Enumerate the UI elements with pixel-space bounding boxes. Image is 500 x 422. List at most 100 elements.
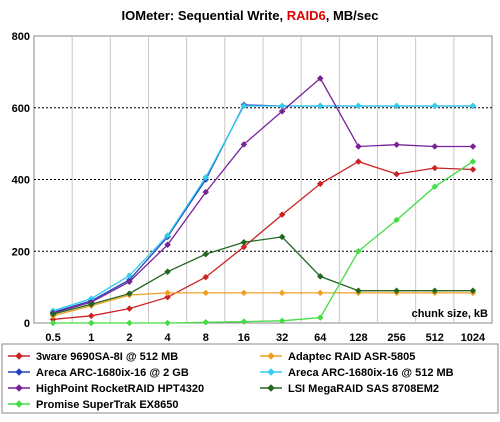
data-point: [164, 289, 171, 297]
series-line: [53, 161, 474, 324]
legend-box: [1, 343, 499, 414]
legend-label: Areca ARC-1680ix-16 @ 2 GB: [36, 367, 189, 379]
data-point: [49, 310, 57, 318]
data-point: [393, 216, 400, 224]
series-line: [52, 77, 473, 314]
data-point: [278, 233, 286, 241]
data-point: [126, 305, 133, 313]
legend-swatch-marker: [15, 400, 23, 408]
x-tick-label: 32: [276, 332, 288, 344]
legend-swatch-marker: [267, 384, 275, 392]
data-point: [278, 317, 286, 325]
data-point: [355, 158, 362, 165]
legend-swatch-marker: [15, 368, 23, 376]
data-point: [393, 141, 400, 149]
data-point: [240, 102, 248, 110]
data-point: [87, 300, 95, 308]
x-tick-label: 0.5: [45, 332, 60, 344]
data-point: [316, 289, 324, 297]
legend-swatch-marker: [15, 384, 23, 392]
chart-title-part: RAID6: [287, 8, 326, 23]
x-tick-label: 4: [165, 332, 172, 344]
data-point: [355, 143, 362, 150]
x-tick-label: 1024: [461, 332, 486, 344]
data-point: [316, 273, 324, 280]
x-tick-label: 64: [314, 332, 327, 344]
legend-swatch-marker: [267, 368, 275, 376]
data-point: [393, 102, 400, 110]
data-point: [431, 183, 439, 191]
series-line: [53, 160, 473, 321]
x-tick-label: 8: [203, 332, 209, 344]
data-point: [87, 312, 95, 320]
legend-swatch-marker: [15, 352, 23, 360]
data-point: [87, 319, 95, 327]
data-point: [126, 319, 133, 327]
data-point: [202, 250, 210, 258]
data-point: [316, 314, 324, 321]
data-point: [164, 293, 171, 301]
legend-label: Adaptec RAID ASR-5805: [288, 351, 415, 363]
data-point: [240, 318, 248, 325]
y-tick-label: 200: [12, 246, 30, 258]
x-tick-label: 128: [349, 332, 367, 344]
x-tick-label: 2: [126, 332, 132, 344]
data-point: [469, 287, 477, 295]
legend-label: HighPoint RocketRAID HPT4320: [36, 383, 204, 395]
data-point: [431, 143, 439, 150]
data-point: [431, 164, 439, 172]
legend-label: LSI MegaRAID SAS 8708EM2: [288, 383, 439, 395]
legend-swatch-marker: [267, 352, 275, 360]
data-point: [164, 268, 171, 276]
data-point: [164, 319, 171, 327]
x-axis-label: chunk size, kB: [412, 308, 488, 320]
data-point: [202, 289, 210, 297]
data-point: [431, 287, 439, 295]
data-point: [431, 102, 439, 110]
x-tick-label: 1: [88, 332, 94, 344]
chart-title-part: IOMeter: Sequential Write,: [122, 8, 287, 23]
legend-label: Areca ARC-1680ix-16 @ 512 MB: [288, 367, 454, 379]
data-point: [316, 102, 324, 110]
data-point: [355, 287, 362, 295]
data-point: [202, 273, 210, 281]
data-point: [278, 107, 286, 115]
data-point: [278, 211, 286, 219]
data-point: [393, 287, 400, 295]
data-point: [355, 247, 362, 255]
series-line: [52, 236, 473, 315]
data-point: [202, 173, 210, 181]
data-point: [469, 143, 477, 150]
data-point: [240, 243, 248, 251]
data-point: [469, 158, 477, 165]
y-tick-label: 400: [12, 175, 30, 187]
data-point: [202, 318, 210, 326]
data-point: [240, 140, 248, 148]
series-line: [52, 105, 473, 312]
y-tick-label: 0: [24, 318, 30, 330]
data-point: [355, 102, 362, 110]
data-point: [164, 232, 171, 239]
data-point: [202, 188, 210, 196]
data-point: [278, 289, 286, 297]
data-point: [469, 166, 477, 173]
chart-title: IOMeter: Sequential Write, RAID6, MB/sec: [122, 8, 379, 23]
data-point: [240, 238, 248, 246]
data-point: [164, 241, 171, 249]
chart-title-part: , MB/sec: [326, 8, 379, 23]
data-point: [316, 74, 324, 82]
data-point: [240, 289, 248, 297]
x-tick-label: 16: [238, 332, 250, 344]
data-point: [126, 290, 133, 297]
data-point: [126, 278, 133, 286]
x-tick-label: 512: [426, 332, 444, 344]
data-point: [316, 180, 324, 188]
legend-label: 3ware 9690SA-8I @ 512 MB: [36, 351, 178, 363]
data-point: [49, 319, 57, 327]
x-tick-label: 256: [387, 332, 405, 344]
y-tick-label: 800: [12, 31, 30, 43]
data-point: [469, 102, 477, 110]
series-line: [52, 292, 473, 317]
